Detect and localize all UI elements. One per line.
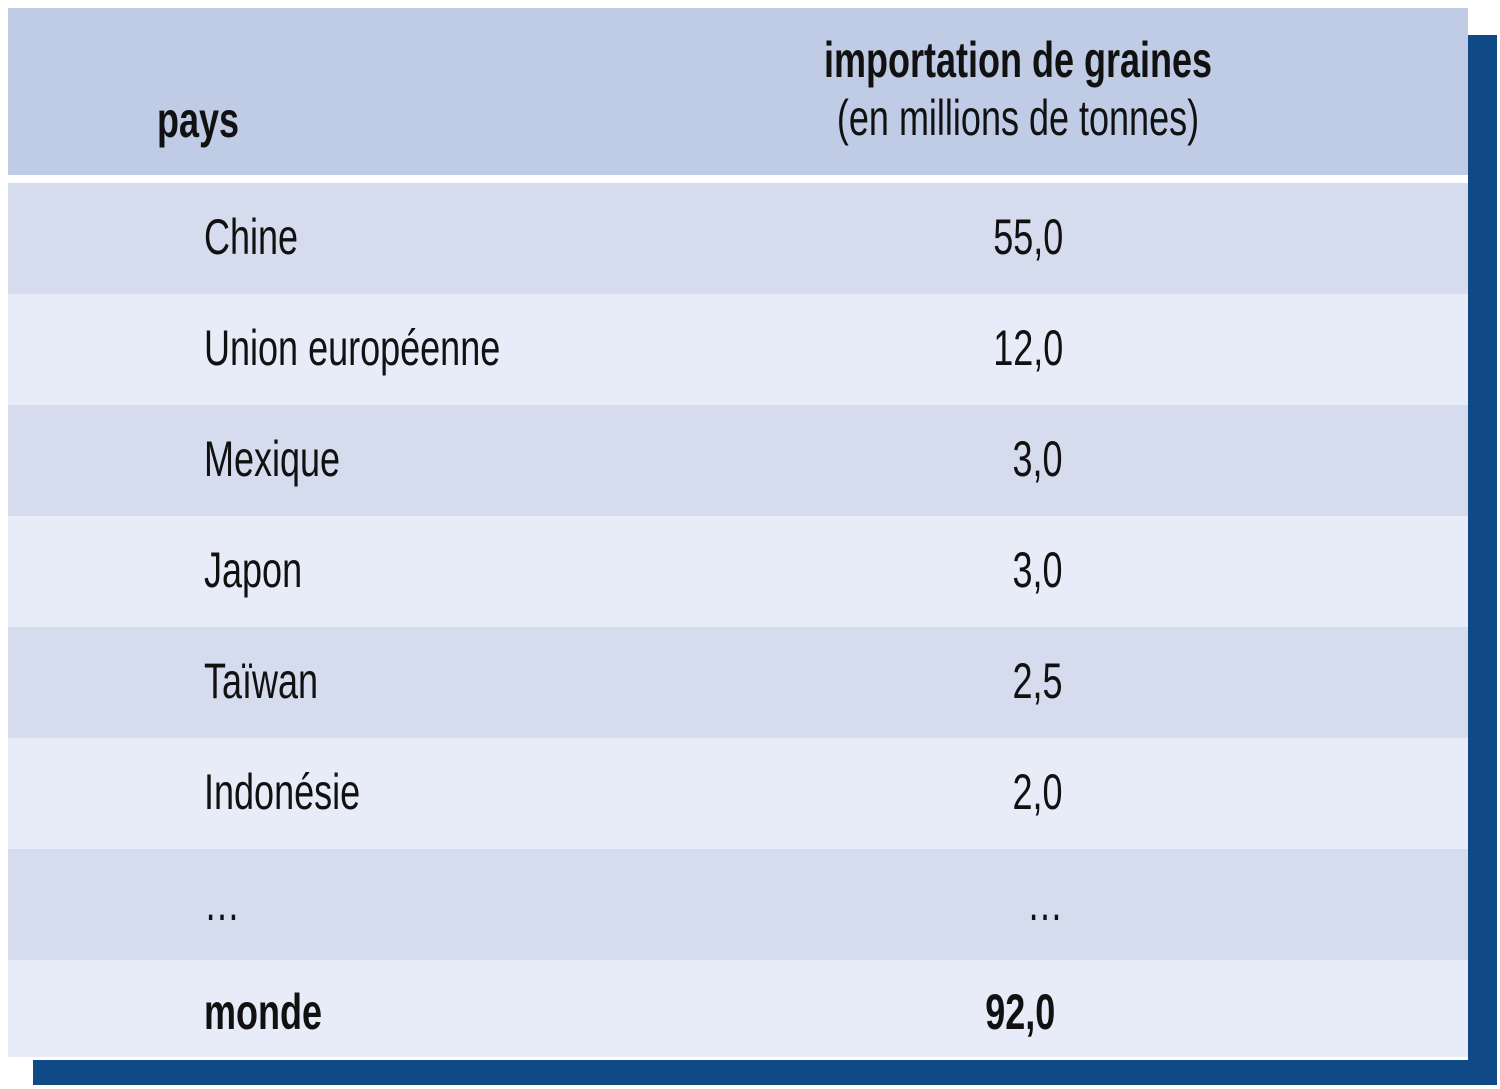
total-row: monde 92,0 bbox=[8, 960, 1468, 1057]
table: pays importation de graines (en millions… bbox=[8, 8, 1468, 1060]
table-header: pays importation de graines (en millions… bbox=[8, 8, 1468, 175]
country-cell: Taïwan bbox=[204, 653, 319, 709]
value-cell: 55,0 bbox=[992, 209, 1063, 265]
header-value-unit: (en millions de tonnes) bbox=[836, 90, 1200, 146]
country-cell: Indonésie bbox=[204, 764, 361, 820]
value-cell: … bbox=[1027, 875, 1063, 931]
header-country: pays bbox=[157, 92, 240, 148]
value-cell: 2,0 bbox=[1012, 764, 1063, 820]
header-value-title: importation de graines bbox=[823, 32, 1213, 88]
table-row: Japon 3,0 bbox=[8, 516, 1468, 627]
total-label: monde bbox=[204, 984, 323, 1040]
country-cell: Union européenne bbox=[204, 320, 501, 376]
table-row: …… bbox=[8, 849, 1468, 960]
value-cell: 2,5 bbox=[1012, 653, 1063, 709]
table-row: Indonésie 2,0 bbox=[8, 738, 1468, 849]
table-row: Chine 55,0 bbox=[8, 183, 1468, 294]
country-cell: … bbox=[204, 875, 240, 931]
table-row: Taïwan 2,5 bbox=[8, 627, 1468, 738]
value-cell: 12,0 bbox=[992, 320, 1063, 376]
table-row: Mexique 3,0 bbox=[8, 405, 1468, 516]
total-value: 92,0 bbox=[984, 984, 1055, 1040]
country-cell: Japon bbox=[204, 542, 303, 598]
table-row: Union européenne 12,0 bbox=[8, 294, 1468, 405]
value-cell: 3,0 bbox=[1012, 542, 1063, 598]
country-cell: Mexique bbox=[204, 431, 341, 487]
country-cell: Chine bbox=[204, 209, 299, 265]
value-cell: 3,0 bbox=[1012, 431, 1063, 487]
